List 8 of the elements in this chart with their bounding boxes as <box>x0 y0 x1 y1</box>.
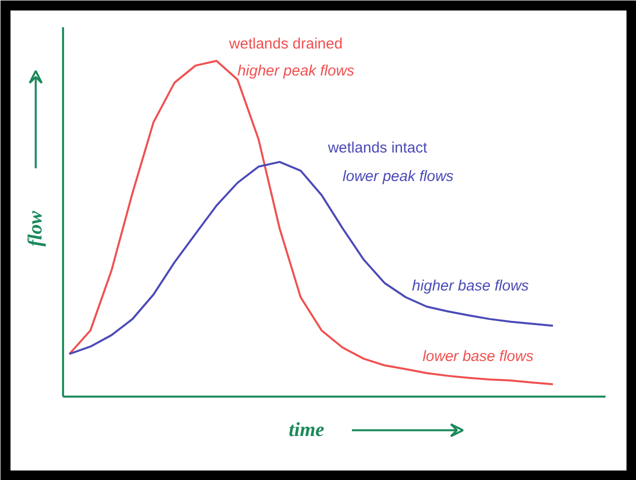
annotation: lower base flows <box>422 348 534 365</box>
annotation: lower peak flows <box>342 168 454 186</box>
series-label: wetlands intact <box>326 140 428 157</box>
x-axis-title: time <box>288 419 324 442</box>
annotation: higher base flows <box>412 277 530 294</box>
series-label: wetlands drained <box>228 36 343 53</box>
y-axis-title: flow <box>24 210 47 247</box>
annotation: higher peak flows <box>238 62 355 80</box>
